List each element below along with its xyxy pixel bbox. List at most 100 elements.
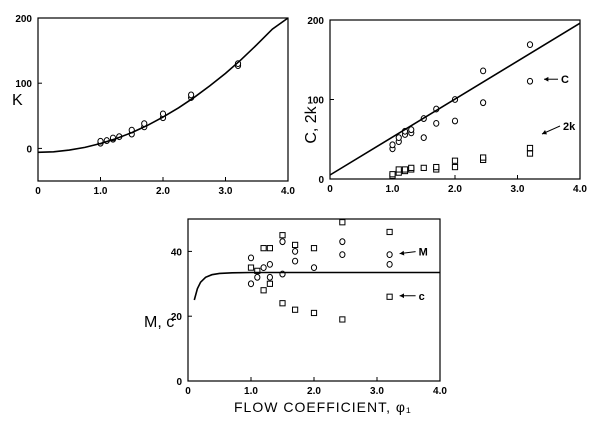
c2k-annotation-arrowhead — [542, 130, 547, 135]
mc-annotation-arrowhead — [399, 250, 405, 256]
c2k-c-circle-point — [420, 134, 427, 142]
mc-y-tick-label: 40 — [171, 247, 183, 258]
mc-x-tick-label: 1.0 — [244, 386, 258, 397]
mc-c-square-point — [386, 293, 393, 300]
mc-m-circle-point — [247, 254, 255, 262]
mc-c-square-point — [292, 306, 299, 313]
mc-m-circle-point — [260, 264, 267, 272]
c2k-series-labels: C 2k — [541, 74, 576, 135]
mc-c-square-point — [247, 264, 255, 271]
mc-c-square-point — [310, 245, 318, 252]
mc-x-tick-label: 0 — [185, 386, 191, 397]
c2k-axis-ticks: 0 1.0 2.0 3.0 4.0 0 100 200 — [307, 16, 587, 195]
mc-m-circle-point — [254, 273, 261, 281]
mc-data-marks — [193, 219, 440, 323]
k-y-tick-label: 200 — [15, 14, 32, 25]
mc-series-labels: Mc — [399, 247, 428, 303]
mc-c-square-point — [292, 241, 299, 249]
mc-c-square-point — [254, 267, 261, 274]
k-data-marks — [37, 17, 289, 154]
mc-c-square-point — [339, 316, 346, 323]
mc-c-square-point — [266, 245, 273, 252]
c2k-x-tick-label: 3.0 — [511, 184, 525, 195]
mc-m-circle-point — [266, 273, 273, 281]
c2k-data-marks — [329, 22, 581, 180]
mc-m-circle-point — [292, 257, 299, 265]
c2k-2k-square-point — [451, 157, 459, 164]
k-x-tick-label: 0 — [35, 186, 41, 197]
k-x-tick-label: 2.0 — [156, 186, 170, 197]
mc-m-circle-point — [247, 280, 255, 288]
k-x-tick-label: 1.0 — [94, 186, 108, 197]
c2k-c-circle-point — [526, 77, 534, 85]
mc-chart-panel: 0 1.0 2.0 3.0 4.0 0 20 40 M, c FLOW COEFFICIENT… — [144, 218, 448, 415]
c2k-2k-square-point — [389, 171, 396, 178]
c2k-y-tick-label: 100 — [307, 96, 324, 107]
mc-c-square-point — [279, 300, 286, 307]
c2k-x-tick-label: 4.0 — [573, 184, 587, 195]
c2k-y-tick-label: 200 — [307, 16, 324, 27]
c2k-2k-square-point — [408, 164, 415, 171]
mc-c-square-point — [339, 219, 346, 226]
mc-axis-ticks: 0 1.0 2.0 3.0 4.0 0 20 40 — [171, 247, 448, 397]
mc-x-tick-label: 2.0 — [307, 386, 321, 397]
c2k-c-circle-point — [451, 117, 459, 125]
mc-m-circle-point — [386, 251, 393, 259]
mc-m-circle-point — [310, 264, 318, 272]
mc-c-square-point — [266, 280, 273, 287]
k-fit-curve — [37, 17, 289, 154]
mc-c-square-point — [310, 309, 318, 317]
c2k-x-tick-label: 2.0 — [448, 184, 462, 195]
c2k-annotation-arrowhead — [544, 76, 549, 82]
c2k-c-circle-point — [389, 141, 396, 149]
c2k-x-tick-label: 0 — [327, 184, 333, 195]
c2k-2k-square-point — [480, 154, 487, 161]
c2k-y-tick-label: 0 — [318, 175, 324, 186]
c2k-x-tick-label: 1.0 — [386, 184, 400, 195]
c2k-series-label-2k: 2k — [563, 121, 576, 133]
mc-y-axis-label: M, c — [144, 314, 174, 331]
k-data-circle-point — [188, 91, 195, 99]
k-y-axis-label: K — [12, 92, 23, 109]
k-x-tick-label: 4.0 — [281, 186, 295, 197]
mc-y-tick-label: 20 — [171, 312, 183, 323]
c2k-2k-square-point — [526, 150, 534, 157]
mc-m-circle-point — [279, 238, 286, 246]
mc-x-tick-label: 3.0 — [370, 386, 384, 397]
mc-fit-curve — [193, 271, 440, 301]
c2k-y-axis-label: C, 2k — [303, 105, 320, 143]
k-y-tick-label: 0 — [26, 144, 32, 155]
mc-c-square-point — [279, 232, 286, 239]
mc-plot-frame — [187, 218, 441, 382]
mc-m-circle-point — [386, 260, 393, 268]
c2k-series-label-c: C — [561, 74, 569, 86]
c2k-c-circle-point — [395, 134, 402, 142]
k-plot-frame — [37, 17, 289, 182]
mc-series-label-c: c — [419, 291, 425, 303]
c2k-chart-panel: 0 1.0 2.0 3.0 4.0 0 100 200 C, 2k C 2k — [303, 16, 587, 195]
mc-c-square-point — [386, 228, 393, 236]
c2k-fit-curve — [329, 22, 581, 176]
x-axis-label: FLOW COEFFICIENT, φ₁ — [234, 399, 412, 415]
k-axis-ticks: 0 1.0 2.0 3.0 4.0 0 100 200 — [15, 14, 295, 197]
c2k-c-circle-point — [526, 41, 534, 49]
c2k-2k-square-point — [433, 163, 440, 171]
mc-y-tick-label: 0 — [176, 377, 182, 388]
mc-c-square-point — [260, 245, 267, 252]
mc-annotation-arrowhead — [399, 293, 404, 299]
k-chart-panel: 0 1.0 2.0 3.0 4.0 0 100 200 K — [12, 14, 295, 197]
mc-m-circle-point — [292, 248, 299, 255]
c2k-2k-square-point — [401, 166, 409, 173]
k-y-tick-label: 100 — [15, 79, 32, 90]
c2k-c-circle-point — [480, 99, 487, 107]
mc-c-square-point — [260, 287, 267, 294]
c2k-2k-square-point — [395, 166, 402, 173]
k-x-tick-label: 3.0 — [219, 186, 233, 197]
mc-m-circle-point — [339, 238, 346, 246]
c2k-2k-square-point — [420, 164, 427, 171]
c2k-c-circle-point — [433, 119, 440, 127]
c2k-2k-square-point — [526, 144, 534, 152]
mc-series-label-m: M — [419, 247, 428, 259]
c2k-c-circle-point — [480, 67, 487, 75]
